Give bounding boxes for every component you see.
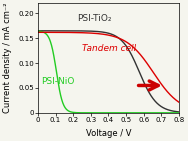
Y-axis label: Current density / mA cm⁻²: Current density / mA cm⁻² bbox=[3, 3, 12, 113]
Text: PSI-NiO: PSI-NiO bbox=[42, 78, 75, 86]
Text: PSI-TiO₂: PSI-TiO₂ bbox=[77, 14, 111, 23]
X-axis label: Voltage / V: Voltage / V bbox=[86, 129, 131, 137]
Text: Tandem cell: Tandem cell bbox=[82, 44, 136, 53]
